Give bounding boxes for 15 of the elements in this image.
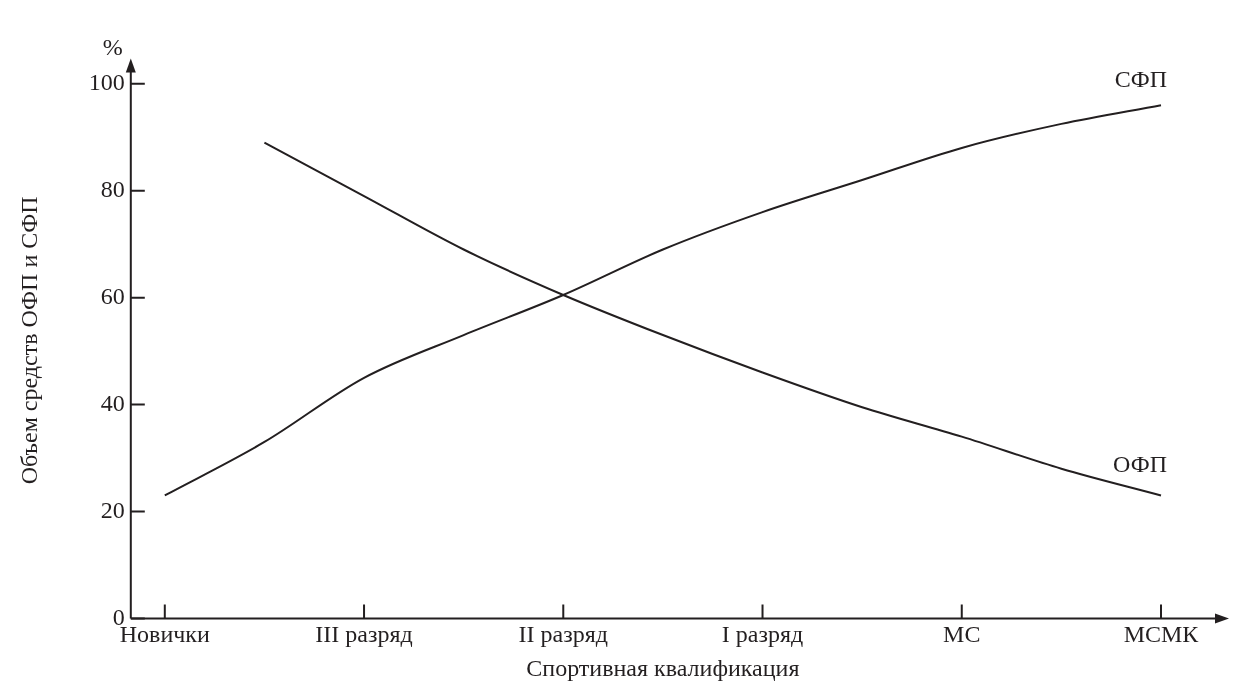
x-tick-label: МС: [943, 621, 981, 648]
series-label: ОФП: [1113, 450, 1167, 477]
y-tick-label: 100: [88, 69, 125, 96]
text: %: [102, 33, 123, 60]
y-tick-label: 80: [100, 176, 125, 202]
x-axis-title: Спортивная квалификация: [526, 654, 800, 681]
x-tick-label: МСМК: [1123, 621, 1200, 648]
y-tick-label: 40: [100, 389, 125, 416]
x-tick-label: III разряд: [315, 621, 413, 648]
y-axis-title: Объем средств ОФП и СФП: [15, 196, 42, 485]
series-label: СФП: [1114, 66, 1167, 93]
x-tick-label: II разряд: [518, 621, 608, 648]
x-tick-label: I разряд: [721, 621, 804, 648]
y-tick-label: 20: [100, 496, 125, 523]
y-tick-label: 60: [100, 282, 125, 309]
